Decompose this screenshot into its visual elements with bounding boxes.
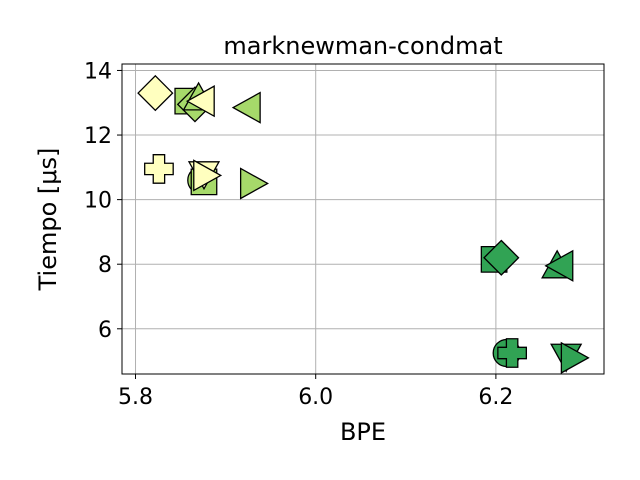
data-points <box>137 74 590 374</box>
x-tick-label: 5.8 <box>118 385 153 410</box>
data-point-diamond <box>137 74 174 112</box>
data-point-triangle-left <box>544 249 574 282</box>
data-point-plus <box>144 154 174 184</box>
data-point-triangle-right <box>239 167 269 200</box>
data-point-triangle-right <box>560 341 590 374</box>
x-axis-label: BPE <box>340 418 386 446</box>
axis-ticks: 5.8 6.0 6.2 6 8 10 12 14 <box>84 59 513 410</box>
plot-area-frame <box>121 63 605 375</box>
y-axis-label: Tiempo [μs] <box>34 148 62 292</box>
data-point-triangle-right <box>193 159 223 192</box>
y-tick-label: 14 <box>84 59 112 84</box>
data-point-triangle-left <box>185 85 215 118</box>
y-tick-label: 8 <box>98 253 112 278</box>
data-point-triangle-left <box>231 91 261 124</box>
y-tick-label: 12 <box>84 124 112 149</box>
chart-title: marknewman-condmat <box>223 32 502 60</box>
grid <box>122 64 604 374</box>
x-tick-label: 6.0 <box>298 385 333 410</box>
x-tick-label: 6.2 <box>478 385 513 410</box>
data-point-diamond <box>483 239 520 276</box>
data-point-plus <box>497 338 528 368</box>
y-tick-label: 6 <box>98 318 112 343</box>
y-tick-label: 10 <box>84 189 112 214</box>
